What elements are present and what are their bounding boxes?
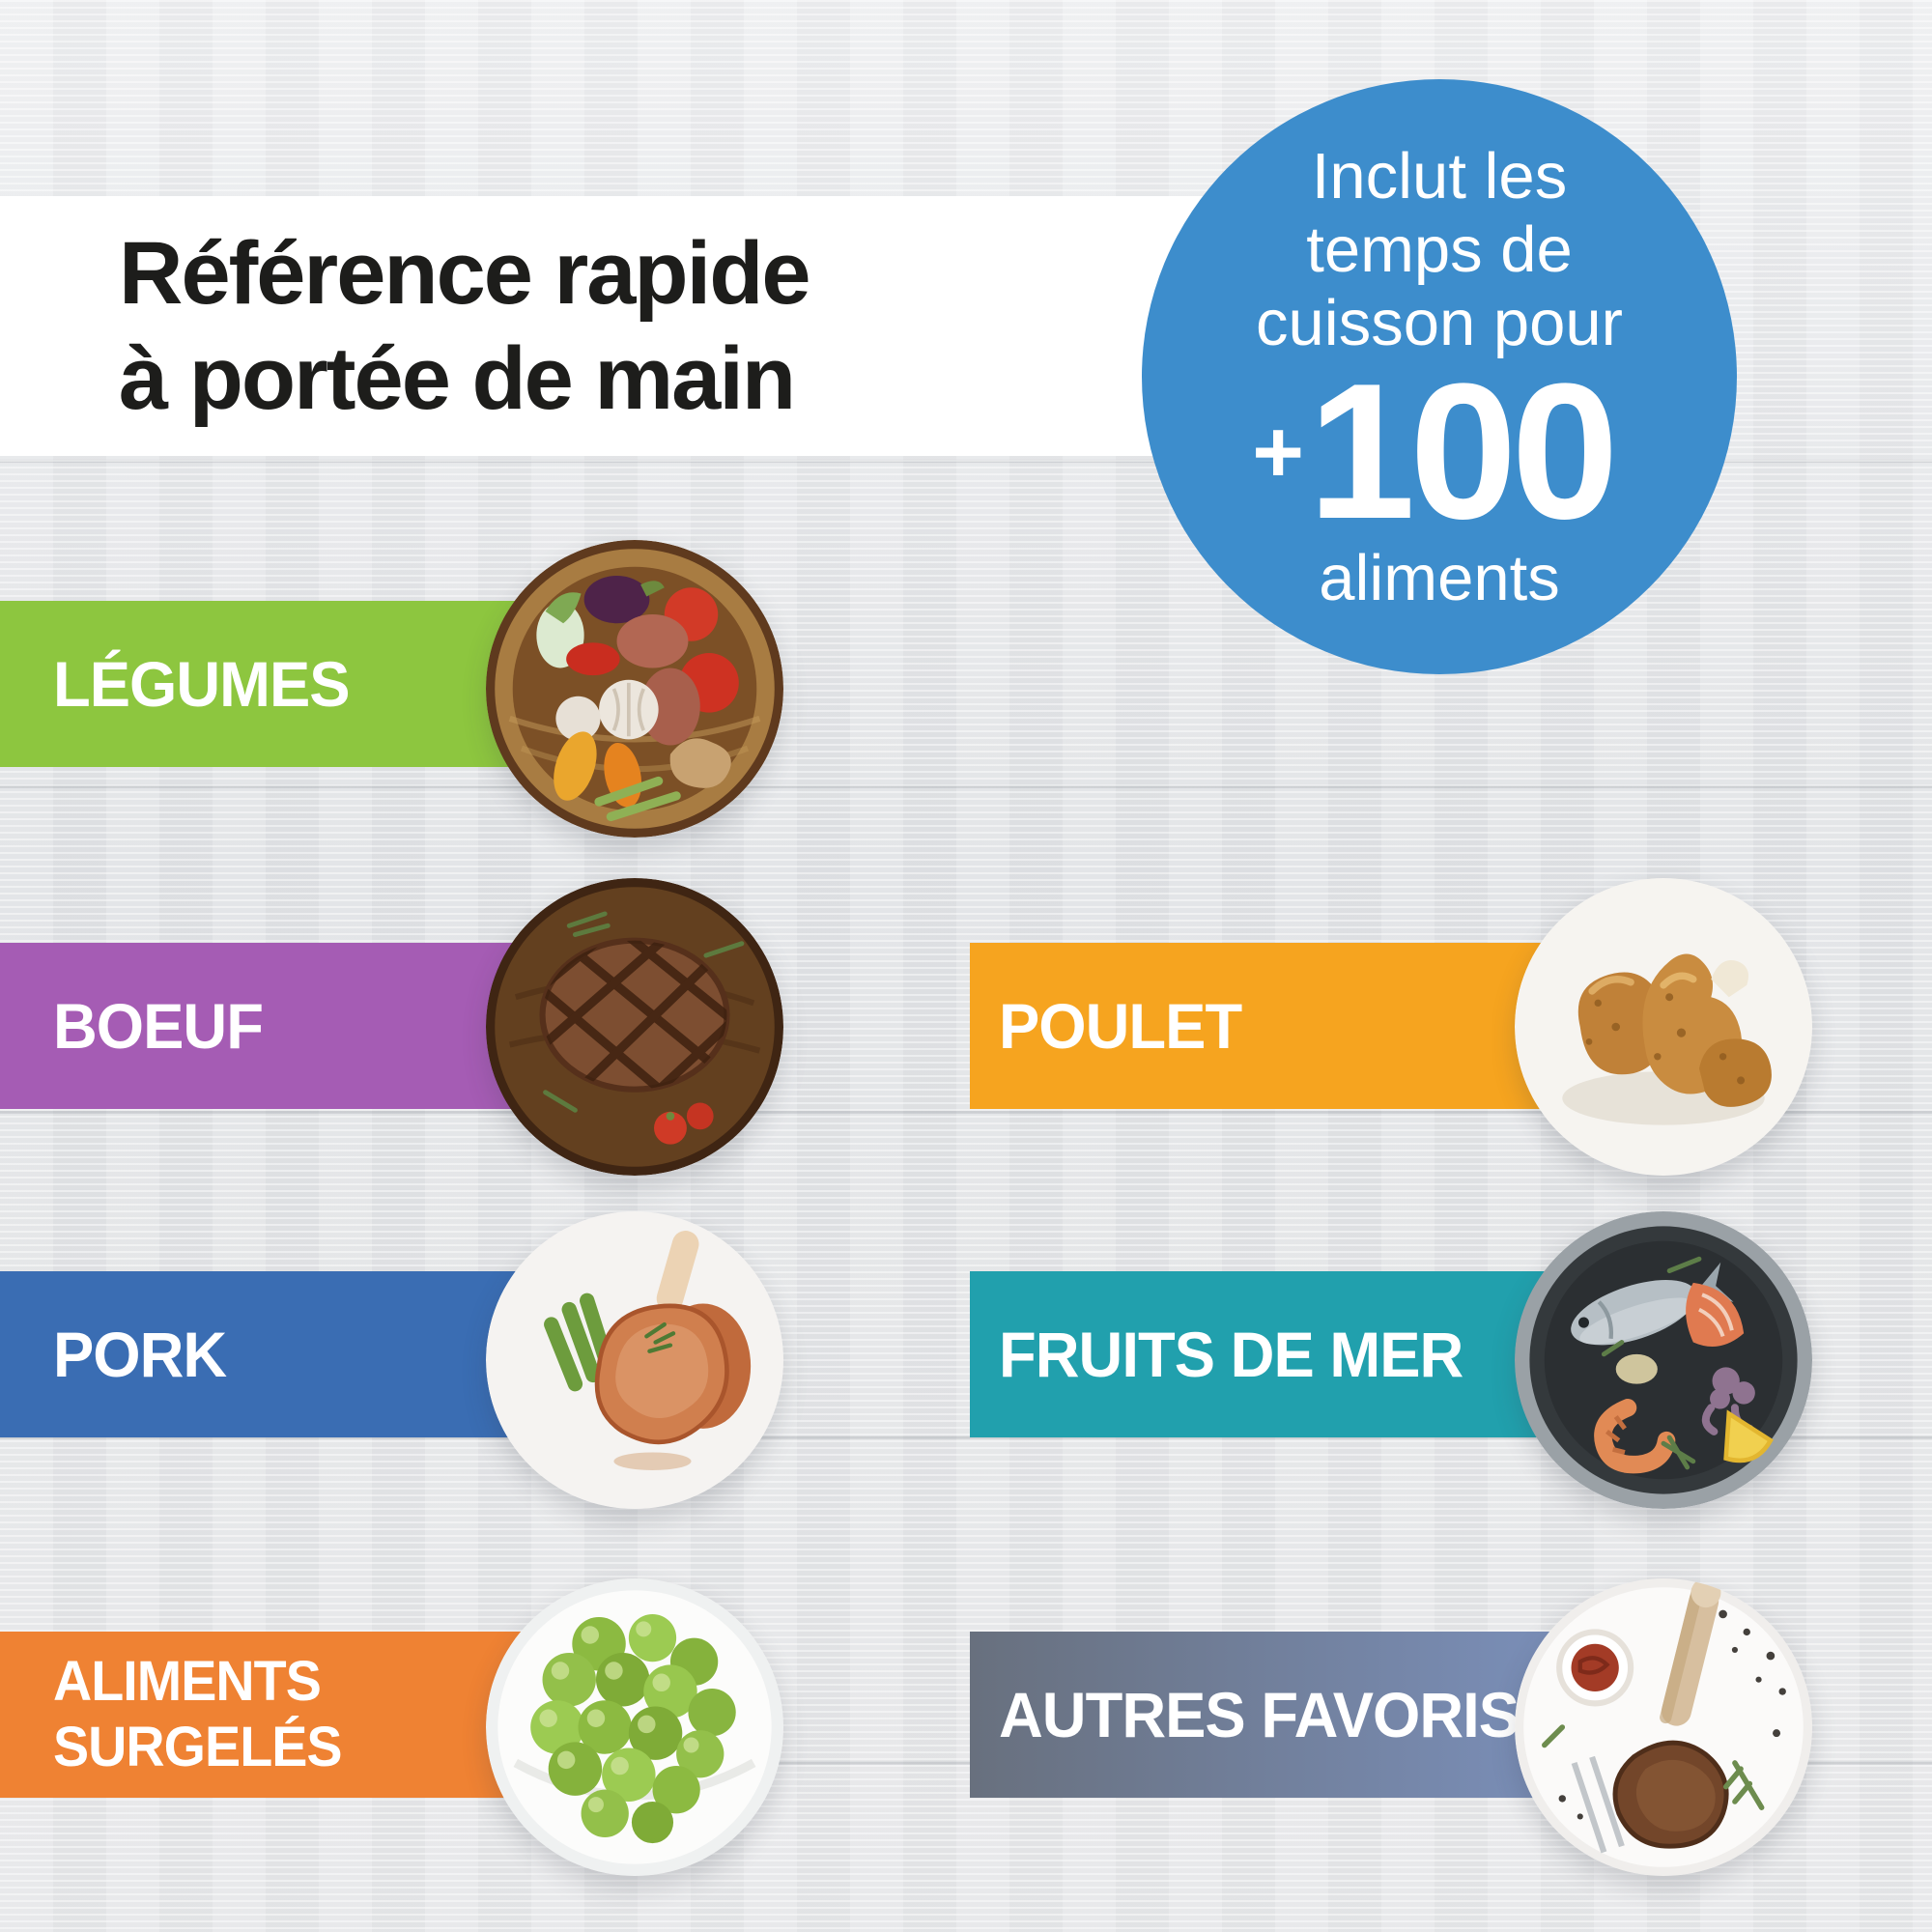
vegetable-basket-photo [486, 540, 783, 838]
seafood-platter-photo [1515, 1211, 1812, 1509]
badge-circle: Inclut les temps de cuisson pour + 100 a… [1142, 79, 1737, 674]
category-bar-boeuf: BOEUF [0, 943, 541, 1109]
tomahawk-steak-photo [1515, 1578, 1812, 1876]
page-title-line2: à portée de main [119, 328, 796, 428]
category-bar-legumes: LÉGUMES [0, 601, 541, 767]
pork-chops-photo [486, 1211, 783, 1509]
photo-circle-pork [486, 1211, 783, 1509]
fried-chicken-photo [1515, 878, 1812, 1176]
photo-circle-fruits-de-mer [1515, 1211, 1812, 1509]
category-label-boeuf: BOEUF [53, 990, 264, 1062]
badge-text-line2: temps de [1306, 213, 1573, 286]
category-label-legumes: LÉGUMES [53, 648, 351, 720]
badge-text-line4: aliments [1319, 542, 1560, 615]
badge-text-line3: cuisson pour [1256, 286, 1623, 359]
category-label-aliments-surgeles: ALIMENTS SURGELÉS [53, 1649, 343, 1781]
category-label-pork: PORK [53, 1319, 227, 1390]
photo-circle-aliments-surgeles [486, 1578, 783, 1876]
category-bar-poulet: POULET [970, 943, 1584, 1109]
label-surgeles: SURGELÉS [53, 1716, 343, 1778]
grilled-beef-steak-photo [486, 878, 783, 1176]
category-bar-aliments-surgeles: ALIMENTS SURGELÉS [0, 1632, 541, 1798]
photo-circle-autres-favoris [1515, 1578, 1812, 1876]
category-bar-fruits-de-mer: FRUITS DE MER [970, 1271, 1584, 1437]
badge-big-number-row: + 100 [1252, 344, 1619, 560]
category-bar-autres-favoris: AUTRES FAVORIS [970, 1632, 1584, 1798]
category-label-fruits-de-mer: FRUITS DE MER [999, 1319, 1463, 1390]
badge-number: 100 [1308, 344, 1619, 560]
photo-circle-poulet [1515, 878, 1812, 1176]
badge-text-line1: Inclut les [1311, 140, 1568, 213]
brussels-sprouts-photo [486, 1578, 783, 1876]
photo-circle-boeuf [486, 878, 783, 1176]
category-bar-pork: PORK [0, 1271, 541, 1437]
badge-plus-sign: + [1252, 402, 1305, 501]
label-aliments: ALIMENTS [53, 1649, 322, 1713]
category-label-poulet: POULET [999, 990, 1242, 1062]
category-label-autres-favoris: AUTRES FAVORIS [999, 1679, 1520, 1750]
page-title-line1: Référence rapide [119, 223, 811, 323]
photo-circle-legumes [486, 540, 783, 838]
